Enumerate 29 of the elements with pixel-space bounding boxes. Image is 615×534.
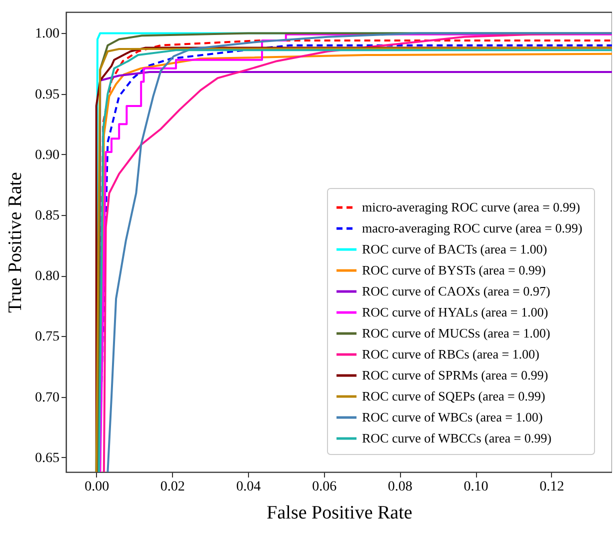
legend-label: micro-averaging ROC curve (area = 0.99) bbox=[362, 200, 580, 214]
y-tick-label: 1.00 bbox=[35, 26, 60, 42]
x-tick-label: 0.00 bbox=[84, 480, 110, 494]
x-tick-label: 0.10 bbox=[464, 480, 488, 494]
legend-label: macro-averaging ROC curve (area = 0.99) bbox=[362, 220, 582, 236]
legend-label: ROC curve of WBCs (area = 1.00) bbox=[362, 410, 543, 424]
x-axis-title: False Positive Rate bbox=[266, 502, 412, 524]
x-tick-label: 0.08 bbox=[388, 480, 412, 494]
legend-label: ROC curve of SQEPs (area = 0.99) bbox=[362, 388, 546, 404]
legend-label: ROC curve of CAOXs (area = 0.97) bbox=[362, 284, 550, 298]
y-tick-label: 0.95 bbox=[35, 87, 60, 102]
x-tick-label: 0.06 bbox=[312, 480, 337, 494]
y-axis-title: True Positive Rate bbox=[5, 172, 26, 313]
legend-label: ROC curve of MUCSs (area = 1.00) bbox=[362, 326, 550, 340]
x-tick-label: 0.04 bbox=[236, 480, 261, 494]
x-tick-label: 0.12 bbox=[540, 480, 564, 494]
legend-label: ROC curve of HYALs (area = 1.00) bbox=[362, 304, 548, 320]
x-tick-label: 0.02 bbox=[160, 480, 185, 494]
y-tick-label: 0.75 bbox=[35, 330, 60, 345]
legend-label: ROC curve of WBCCs (area = 0.99) bbox=[362, 430, 552, 446]
y-tick-label: 0.70 bbox=[35, 390, 60, 406]
y-tick-label: 0.80 bbox=[35, 269, 60, 284]
y-tick-label: 0.85 bbox=[35, 208, 60, 224]
legend-label: ROC curve of SPRMs (area = 0.99) bbox=[362, 368, 548, 382]
y-tick-label: 0.65 bbox=[35, 450, 60, 466]
y-tick-label: 0.90 bbox=[35, 148, 60, 163]
legend-label: ROC curve of RBCs (area = 1.00) bbox=[362, 346, 540, 362]
legend-label: ROC curve of BACTs (area = 1.00) bbox=[362, 242, 548, 256]
legend-label: ROC curve of BYSTs (area = 0.99) bbox=[362, 262, 546, 278]
